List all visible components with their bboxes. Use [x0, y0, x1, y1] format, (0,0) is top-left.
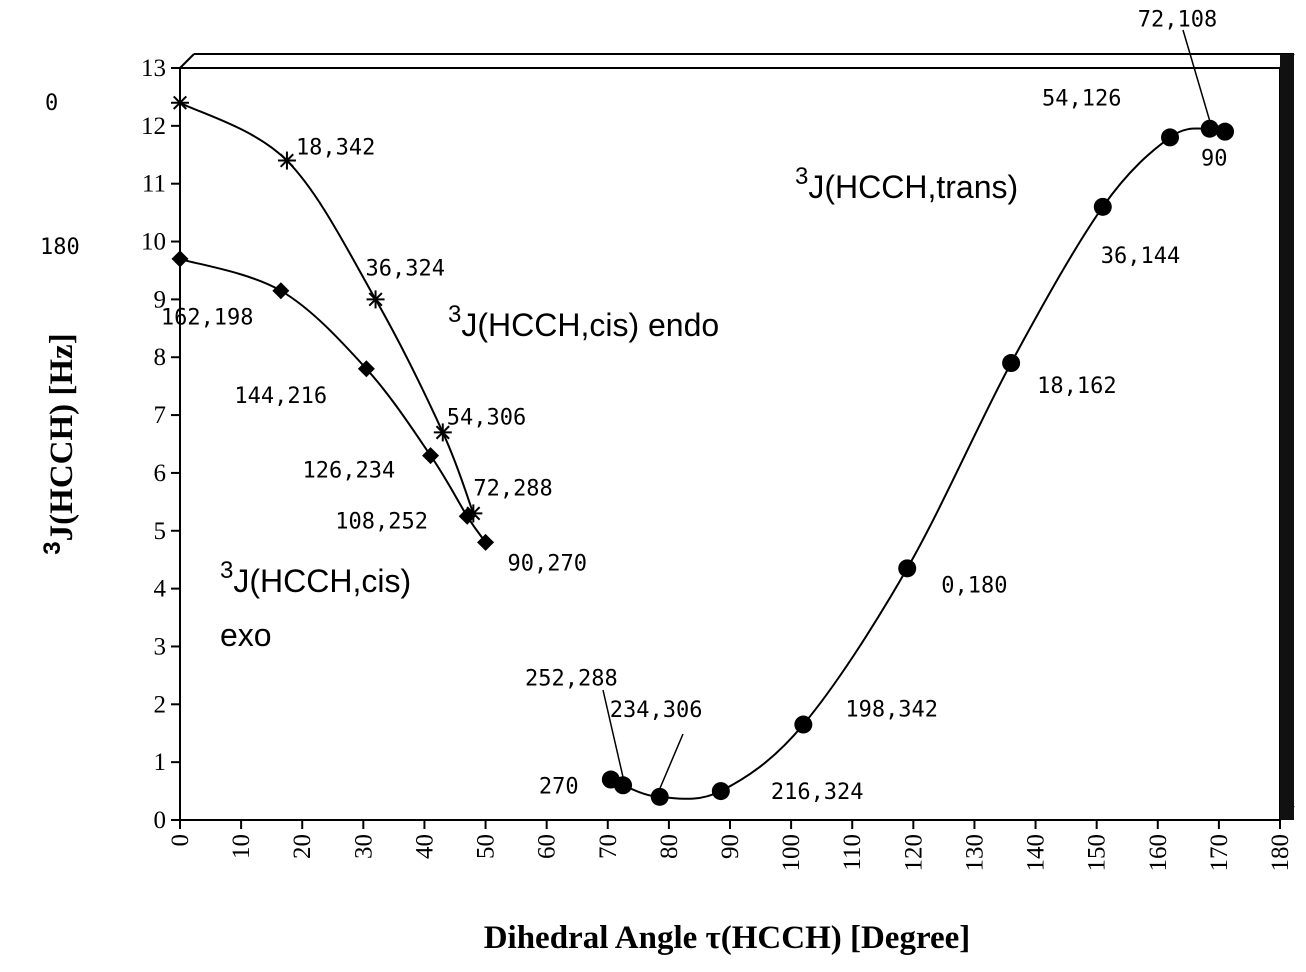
y-tick-label: 11 — [142, 171, 166, 198]
y-axis-title: 3J(HCCH) [Hz] — [39, 333, 80, 554]
y-tick-label: 0 — [154, 807, 167, 834]
plot-frame — [179, 53, 1295, 821]
point-label-s0-p4: 72,288 — [473, 476, 552, 501]
data-point-s2-p6 — [1002, 354, 1021, 373]
data-point-s1-p2 — [357, 360, 375, 378]
series-label-cis-exo-line2: exo — [220, 617, 272, 653]
point-label-s2-p10: 90 — [1201, 147, 1228, 172]
x-tick-label: 160 — [1145, 834, 1172, 872]
y-tick-label: 8 — [154, 344, 167, 371]
data-point-s2-p7 — [1093, 197, 1112, 216]
data-point-s2-p8 — [1161, 128, 1179, 147]
side-label-0: 0 — [45, 91, 58, 116]
leader-72-108 — [1182, 29, 1211, 121]
data-point-s1-p3 — [422, 447, 440, 465]
y-tick-label: 1 — [154, 749, 167, 776]
point-label-s2-p6: 18,162 — [1037, 374, 1116, 399]
series-curves — [179, 101, 1226, 800]
y-tick-label: 13 — [141, 55, 166, 82]
point-label-s2-p9: 72,108 — [1138, 8, 1217, 33]
x-tick-label: 170 — [1206, 834, 1233, 872]
series-label-trans: 3J(HCCH,trans) — [795, 163, 1018, 205]
data-point-s1-p1 — [272, 282, 290, 300]
y-tick-label: 4 — [154, 576, 167, 603]
data-point-s2-p1 — [614, 776, 633, 795]
point-label-s0-p1: 18,342 — [296, 136, 375, 161]
y-tick-label: 10 — [141, 229, 166, 256]
point-label-s1-p2: 144,216 — [234, 384, 327, 409]
x-tick-label: 40 — [411, 834, 438, 859]
point-label-s2-p0: 270 — [539, 775, 579, 800]
x-tick-label: 50 — [473, 834, 500, 859]
data-point-s2-p4 — [794, 715, 813, 734]
x-tick-label: 80 — [656, 834, 683, 859]
x-tick-label: 70 — [595, 834, 622, 859]
data-point-s0-p0 — [171, 93, 189, 112]
x-tick-label: 110 — [839, 834, 866, 871]
point-label-s1-p1: 162,198 — [161, 306, 254, 331]
data-point-s1-p5 — [477, 533, 495, 551]
data-point-s1-p0 — [171, 250, 189, 268]
leader-lines — [602, 29, 1211, 790]
point-labels: 18,342 36,324 54,306 72,288 162,198 144,216 12… — [161, 8, 1228, 805]
leader-234-306 — [659, 733, 684, 790]
series-label-cis-endo: 3J(HCCH,cis) endo — [448, 301, 719, 343]
point-label-s2-p4: 198,342 — [845, 698, 938, 723]
x-tick-label: 90 — [717, 834, 744, 859]
frame-top-left-depth — [179, 53, 195, 69]
data-point-s2-p9 — [1200, 119, 1219, 138]
leader-252-288 — [602, 689, 624, 778]
point-label-s2-p2: 234,306 — [610, 698, 703, 723]
data-point-s2-p5 — [898, 559, 917, 578]
x-tick-label: 10 — [228, 834, 255, 859]
x-tick-label: 140 — [1023, 834, 1050, 872]
data-point-s0-p3 — [433, 423, 452, 442]
series-markers — [171, 93, 1234, 806]
data-point-s0-p2 — [366, 290, 385, 309]
point-label-s1-p3: 126,234 — [303, 459, 396, 484]
data-point-s2-p3 — [711, 782, 730, 801]
point-label-s2-p8: 54,126 — [1042, 86, 1121, 111]
y-tick-label: 3 — [154, 633, 167, 660]
y-tick-label: 2 — [154, 691, 167, 718]
x-tick-label: 20 — [289, 834, 316, 859]
x-tick-label: 150 — [1084, 834, 1111, 872]
point-label-s2-p1: 252,288 — [525, 666, 618, 691]
x-tick-label: 60 — [534, 834, 561, 859]
point-label-s2-p7: 36,144 — [1101, 244, 1180, 269]
point-label-s2-p3: 216,324 — [771, 780, 864, 805]
data-point-s2-p2 — [650, 787, 669, 806]
data-point-s2-p10 — [1216, 122, 1234, 141]
point-label-s1-p5: 90,270 — [508, 551, 587, 576]
x-tick-label: 30 — [350, 834, 377, 859]
point-label-s2-p5: 0,180 — [941, 573, 1007, 598]
point-label-s0-p2: 36,324 — [366, 256, 445, 281]
side-label-180: 180 — [40, 235, 80, 260]
data-point-s0-p1 — [277, 151, 296, 170]
y-tick-label: 9 — [154, 286, 167, 313]
x-tick-label: 180 — [1267, 834, 1294, 872]
x-tick-label: 100 — [778, 834, 805, 872]
y-tick-label: 12 — [141, 113, 166, 140]
y-tick-label: 6 — [154, 460, 167, 487]
data-point-s1-p4 — [458, 507, 476, 525]
x-tick-label: 120 — [900, 834, 927, 872]
series-line-1 — [179, 257, 487, 543]
x-axis-title: Dihedral Angle τ(HCCH) [Degree] — [484, 920, 971, 956]
point-label-s1-p4: 108,252 — [335, 509, 428, 534]
point-label-s0-p3: 54,306 — [447, 405, 526, 430]
frame-right-wall — [1280, 54, 1294, 820]
x-tick-label: 0 — [167, 834, 194, 847]
y-tick-label: 7 — [154, 402, 167, 429]
x-tick-label: 130 — [961, 834, 988, 872]
series-label-cis-exo: 3J(HCCH,cis) — [220, 557, 411, 599]
y-tick-label: 5 — [154, 518, 167, 545]
